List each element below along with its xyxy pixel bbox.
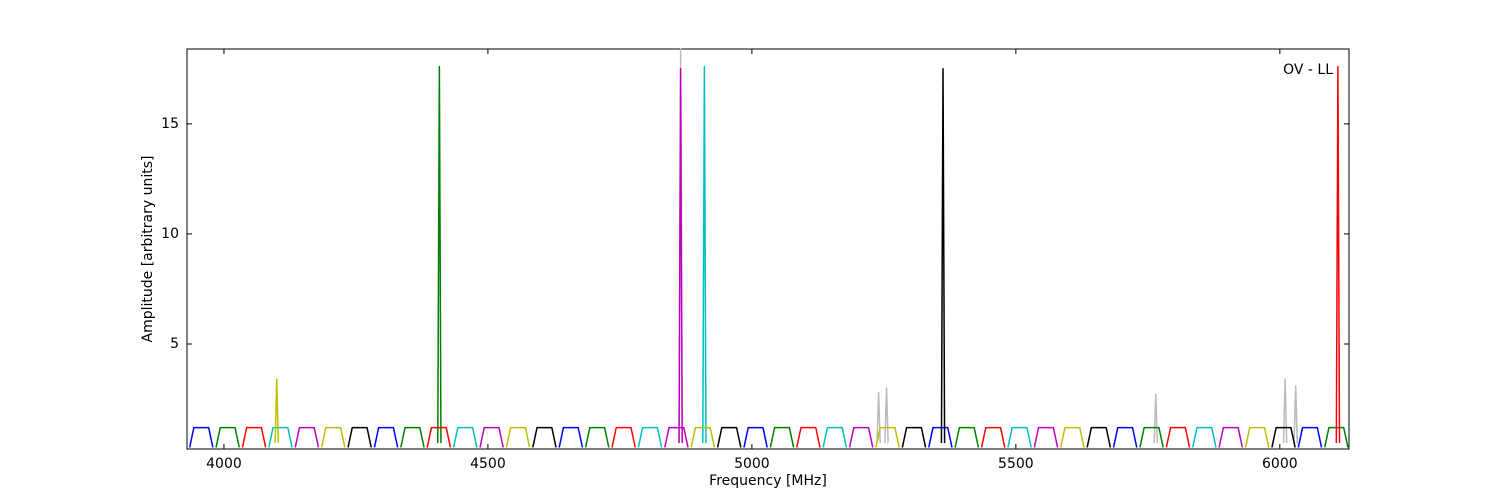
data-line	[241, 65, 1341, 448]
data-line	[274, 378, 1270, 448]
x-tick-label: 5000	[734, 456, 770, 472]
y-tick-label: 15	[161, 116, 179, 132]
y-tick-label: 5	[170, 336, 179, 352]
y-axis-label: Amplitude [arbitrary units]	[140, 156, 156, 343]
data-line	[294, 68, 1244, 448]
x-tick-label: 5500	[998, 456, 1034, 472]
data-line	[215, 65, 1349, 448]
data-line	[678, 48, 1299, 444]
data-line	[188, 426, 1323, 448]
x-tick-label: 4500	[470, 456, 506, 472]
x-axis-label: Frequency [MHz]	[709, 473, 827, 489]
y-tick-label: 10	[161, 226, 179, 242]
annotation: OV - LL	[1283, 62, 1333, 78]
data-line	[268, 65, 1217, 448]
data-line	[347, 68, 1296, 448]
x-tick-label: 6000	[1262, 456, 1298, 472]
x-tick-label: 4000	[206, 456, 242, 472]
plot-frame	[186, 48, 1350, 450]
